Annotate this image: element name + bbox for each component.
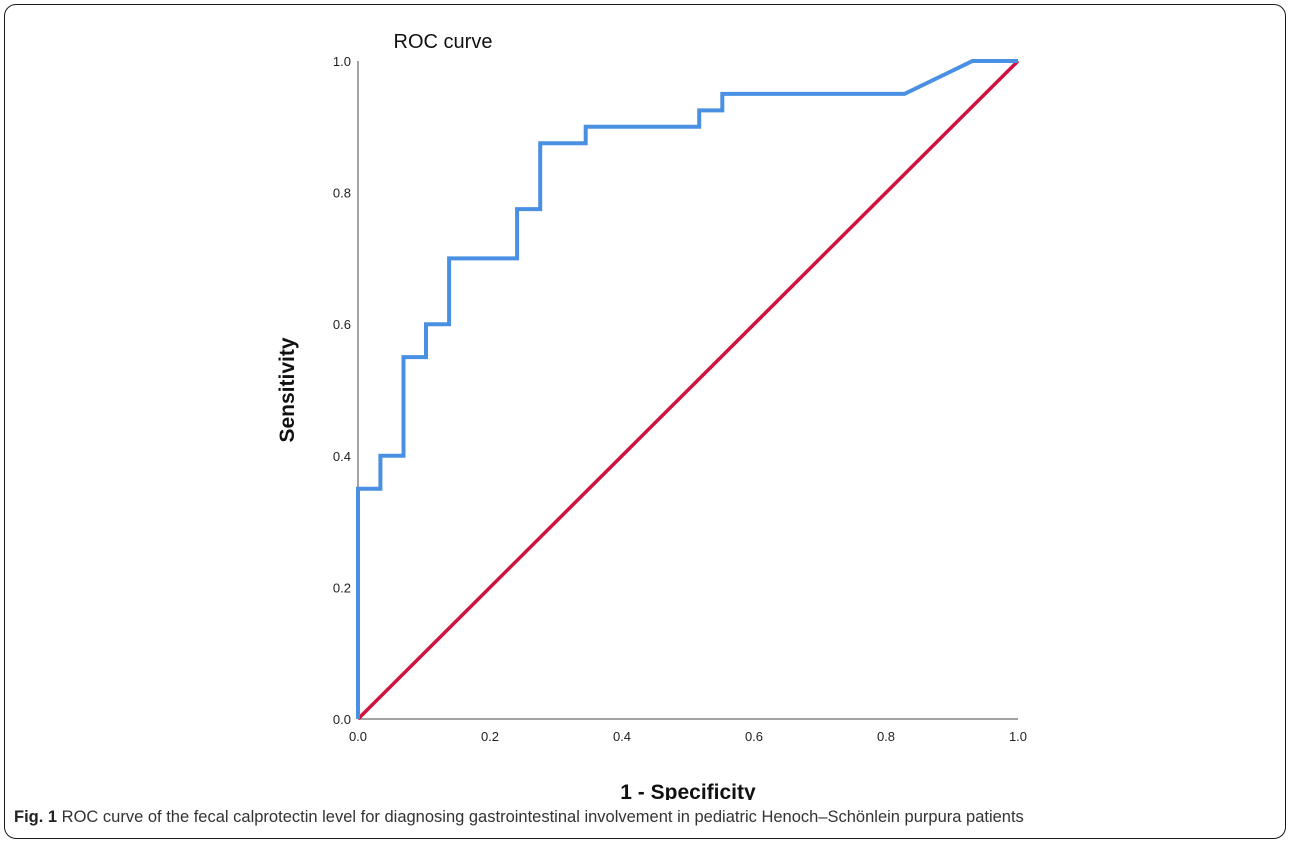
y-tick-label: 0.8 [333,186,351,201]
series-layer [356,59,1020,721]
y-tick-label: 1.0 [333,54,351,69]
caption-text: ROC curve of the fecal calprotectin leve… [57,808,1024,826]
roc-chart: ROC curve 0.0 0.2 0.4 0.6 0.8 1.0 0.0 0.2 0.4 0.6… [276,31,1027,800]
x-tick-label: 0.6 [745,729,763,744]
y-tick-label: 0.4 [333,449,351,464]
figure-caption: Fig. 1 ROC curve of the fecal calprotect… [14,808,1284,827]
x-tick-label: 1.0 [1009,729,1027,744]
caption-lead: Fig. 1 [14,808,58,826]
y-tick-label: 0.0 [333,712,351,727]
tick-labels: 0.0 0.2 0.4 0.6 0.8 1.0 0.0 0.2 0.4 0.6 0.8 1.0 [333,54,1027,744]
figure-frame [4,4,1286,839]
x-axis-label: 1 - Specificity [620,781,756,800]
y-axis-label: Sensitivity [276,337,299,442]
y-tick-label: 0.2 [333,580,351,595]
roc-curve-line [356,59,1018,719]
chart-title: ROC curve [394,31,493,53]
x-tick-label: 0.0 [349,729,367,744]
x-tick-label: 0.2 [481,729,499,744]
y-tick-label: 0.6 [333,317,351,332]
x-tick-label: 0.8 [877,729,895,744]
x-tick-label: 0.4 [613,729,631,744]
reference-diagonal-line [356,59,1020,721]
